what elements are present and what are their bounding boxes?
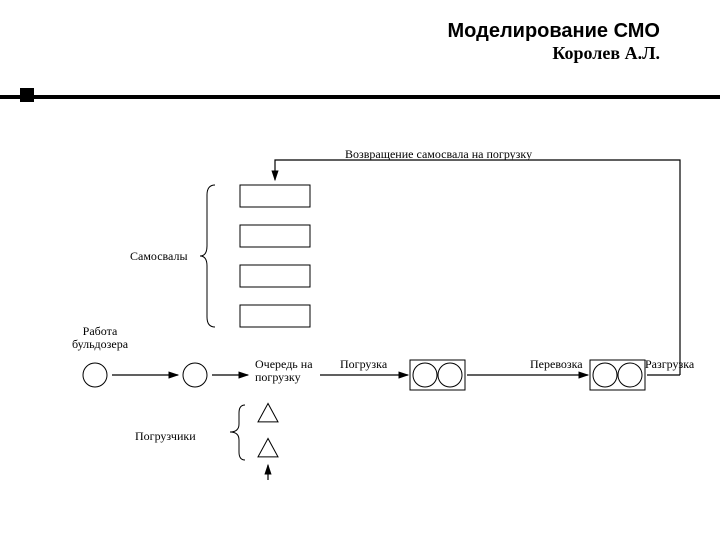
queue-box [240, 265, 310, 287]
label-queue-l2: погрузку [255, 370, 301, 384]
queue-box [240, 305, 310, 327]
label-queue-l1: Очередь на [255, 357, 313, 371]
brace-loaders [230, 405, 245, 460]
return-path [275, 160, 680, 375]
loading-circle [438, 363, 462, 387]
queue-box [240, 225, 310, 247]
unloading-circle [593, 363, 617, 387]
label-loaders: Погрузчики [135, 430, 196, 443]
label-dumptrucks: Самосвалы [130, 250, 188, 263]
brace-dumptrucks [200, 185, 215, 327]
label-loading: Погрузка [340, 358, 387, 371]
label-bulldozer-l1: Работа [83, 324, 118, 338]
label-return: Возвращение самосвала на погрузку [345, 148, 532, 161]
label-bulldozer-l2: бульдозера [72, 337, 128, 351]
queue-box [240, 185, 310, 207]
label-transport: Перевозка [530, 358, 583, 371]
diagram-svg [0, 0, 720, 540]
loader-triangle [258, 438, 278, 456]
label-bulldozer: Работа бульдозера [72, 325, 128, 351]
label-queue: Очередь на погрузку [255, 358, 313, 384]
loader-triangle [258, 403, 278, 421]
loading-circle [413, 363, 437, 387]
unloading-circle [618, 363, 642, 387]
work-circle [183, 363, 207, 387]
label-unloading: Разгрузка [645, 358, 694, 371]
work-circle [83, 363, 107, 387]
